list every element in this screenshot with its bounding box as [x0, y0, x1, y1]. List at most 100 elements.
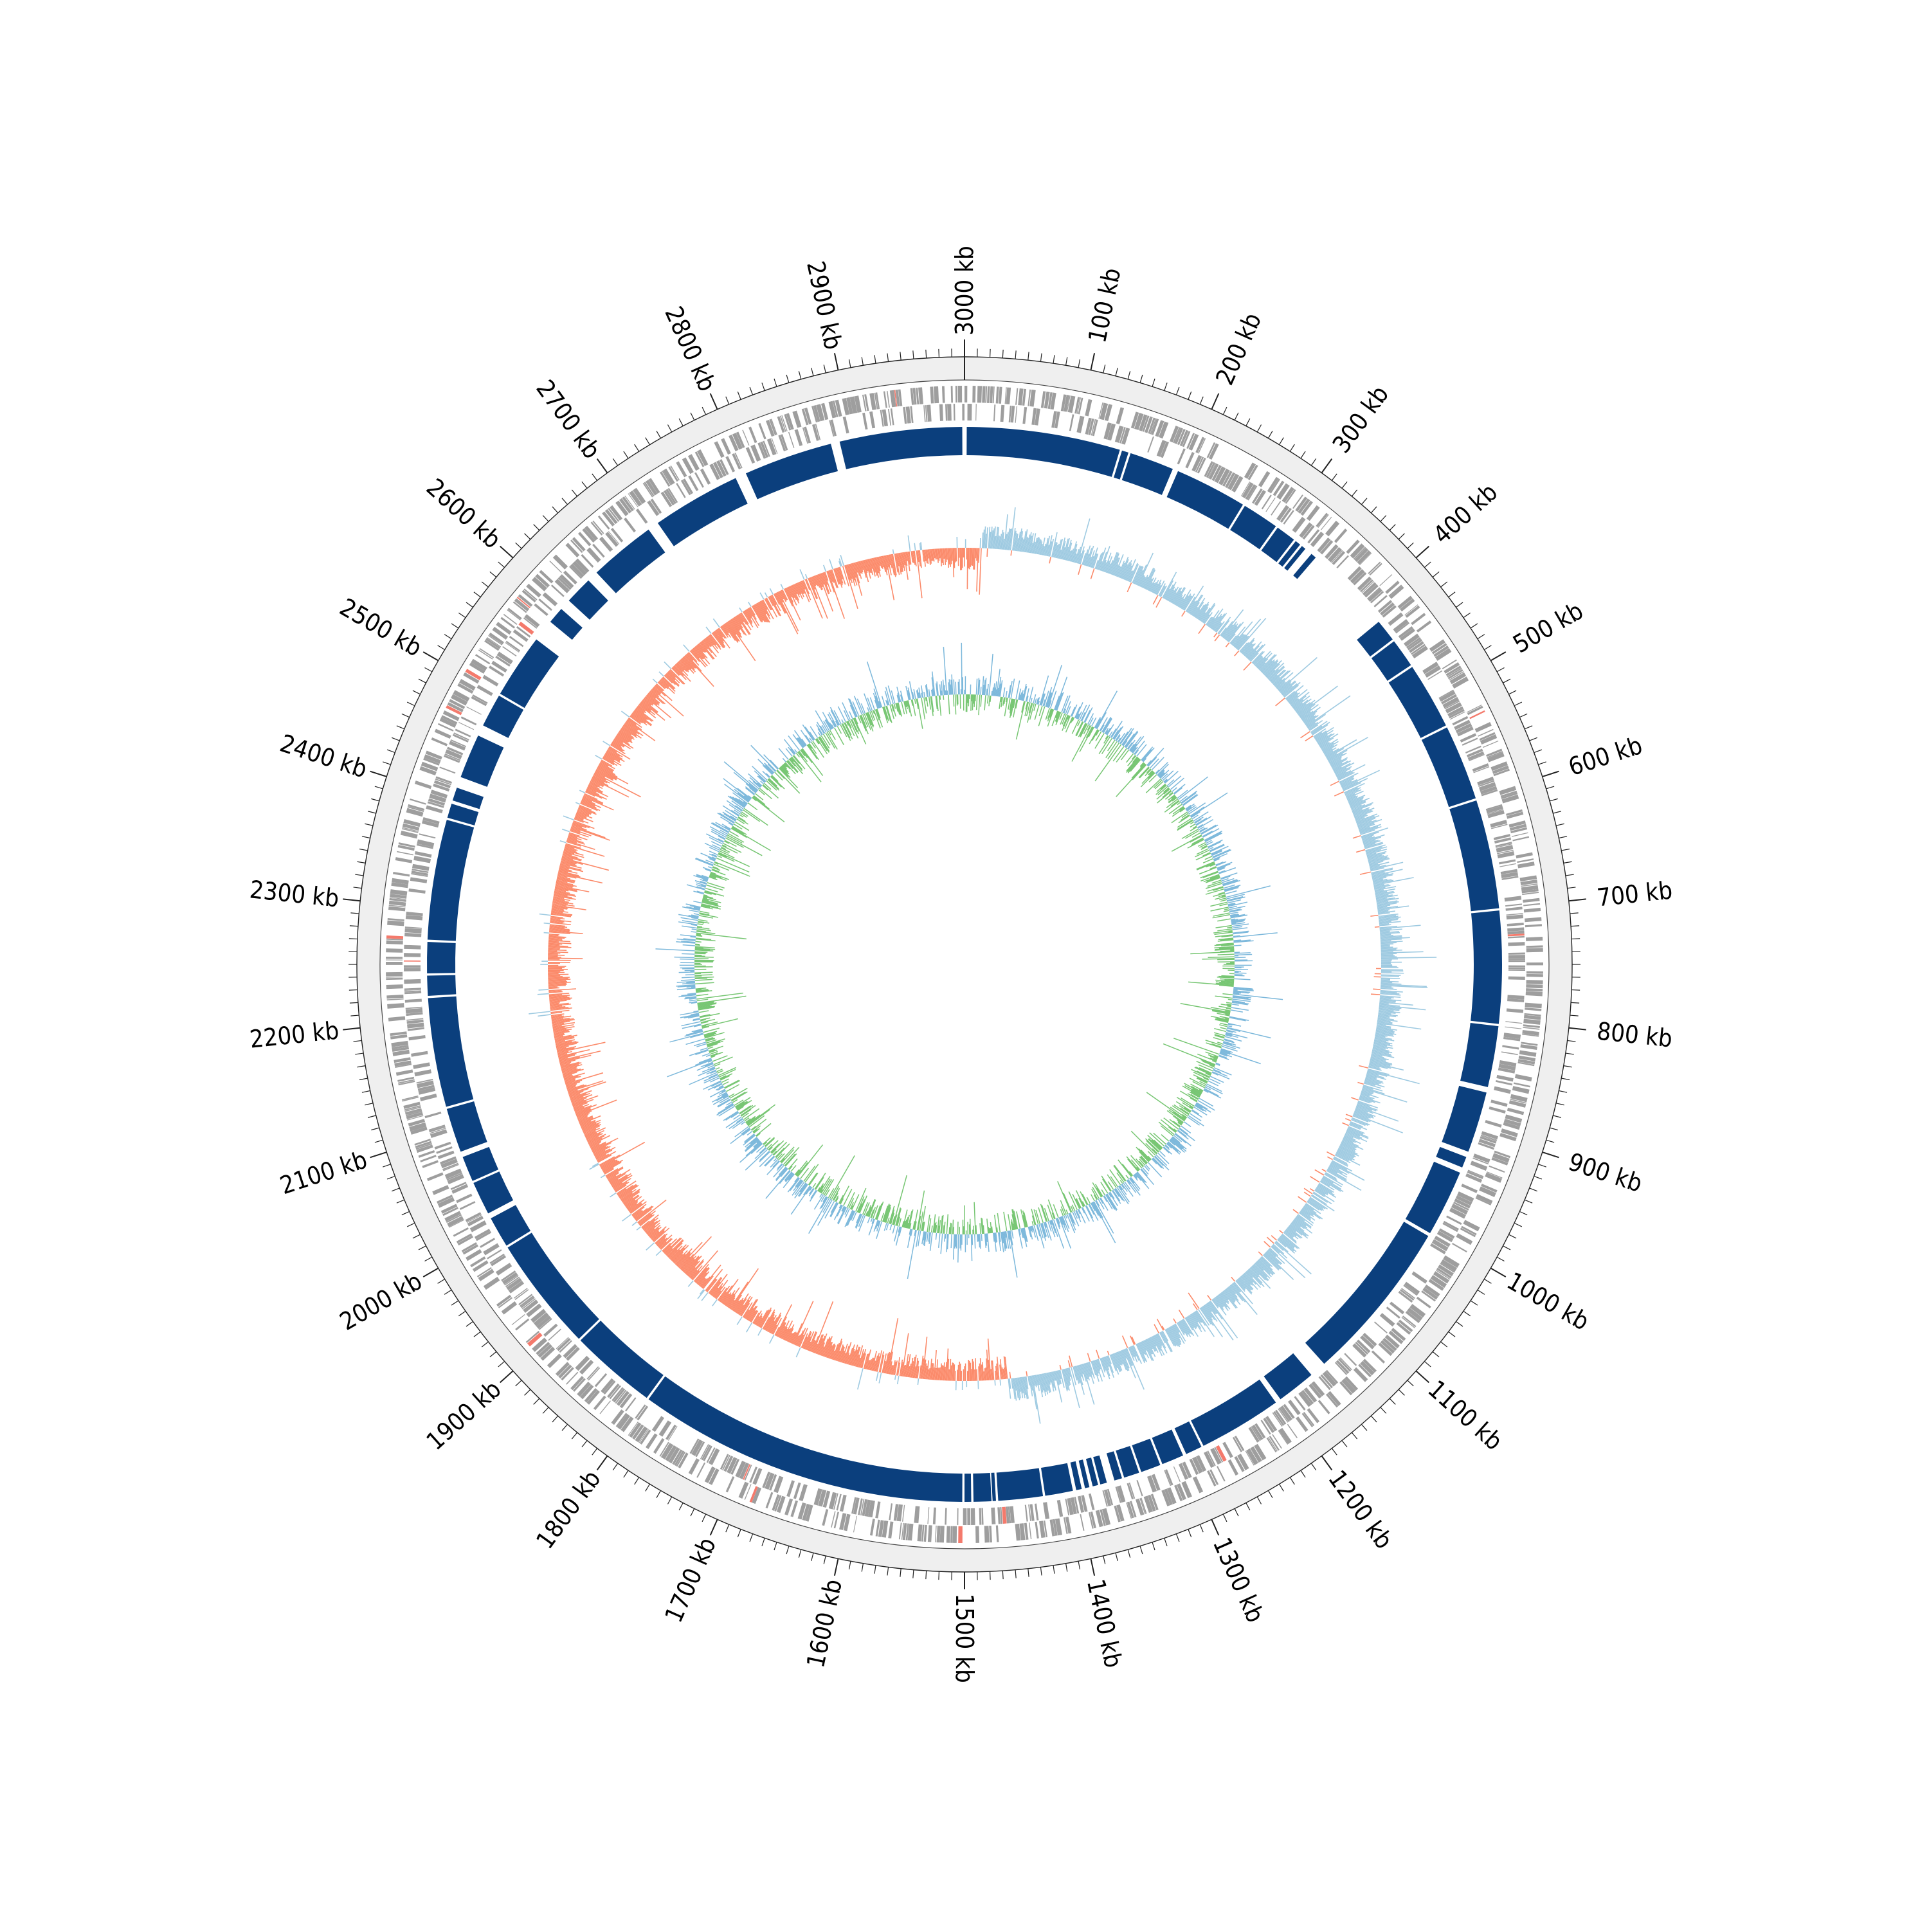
minor-tick — [474, 592, 480, 597]
gene-feature — [422, 1160, 439, 1168]
minor-tick — [613, 1463, 617, 1470]
gene-feature — [1523, 903, 1540, 907]
minor-tick — [1002, 350, 1003, 358]
gc-skew-negative — [1276, 698, 1285, 706]
minor-tick — [1332, 1449, 1337, 1455]
minor-tick — [1332, 474, 1337, 480]
minor-tick — [1564, 862, 1572, 863]
gc-skew-positive — [920, 543, 921, 550]
gc-skew-positive — [760, 593, 764, 599]
minor-tick — [1235, 413, 1238, 420]
gc-content-above — [1006, 691, 1007, 698]
gene-feature — [1525, 924, 1542, 927]
gc-skew-negative — [953, 1363, 954, 1381]
gc-content-above — [1229, 906, 1237, 908]
gene-feature — [1508, 977, 1525, 980]
gene-feature — [386, 972, 403, 977]
gc-content-above — [988, 684, 989, 696]
minor-tick — [635, 444, 639, 451]
gene-feature — [888, 409, 891, 426]
minor-tick — [887, 1567, 889, 1576]
minor-tick — [1534, 750, 1542, 753]
gene-feature — [1177, 448, 1186, 464]
gene-feature — [945, 1508, 946, 1524]
gc-content-above — [1234, 945, 1242, 946]
gene-feature — [726, 1476, 735, 1492]
minor-tick — [516, 1380, 521, 1386]
gene-feature — [431, 737, 448, 746]
gc-skew-negative — [548, 977, 570, 978]
gene-feature — [1526, 937, 1543, 941]
gene-feature — [981, 1508, 983, 1525]
gc-skew-positive — [1380, 934, 1391, 935]
minor-tick — [1530, 737, 1537, 741]
gene-feature — [547, 1353, 562, 1368]
gene-feature — [1379, 574, 1392, 586]
gc-skew-negative — [1068, 1360, 1070, 1368]
tick-label: 1700 kb — [659, 1533, 721, 1627]
gene-feature — [387, 1003, 404, 1009]
block-segment — [500, 640, 559, 709]
gc-skew-positive — [646, 1243, 655, 1250]
gc-skew-negative — [1179, 1310, 1184, 1318]
gc-skew-negative — [954, 548, 955, 568]
gc-skew-negative — [1310, 1177, 1319, 1182]
tick-label: 1500 kb — [950, 1593, 979, 1683]
gene-feature — [1318, 514, 1328, 528]
gene-feature — [432, 1185, 449, 1195]
gc-skew-positive — [563, 816, 574, 820]
minor-tick — [397, 726, 404, 729]
gc-skew-positive — [1381, 947, 1393, 948]
gc-content-below — [971, 694, 972, 711]
minor-tick — [750, 1534, 753, 1542]
minor-tick — [1280, 1484, 1284, 1491]
gc-skew-negative — [991, 1369, 992, 1380]
gc-skew-positive — [1000, 1380, 1001, 1386]
gc-skew-positive — [806, 574, 808, 579]
gc-skew-negative — [1214, 633, 1217, 637]
gc-skew-positive — [737, 1317, 742, 1325]
major-tick — [1416, 546, 1429, 558]
gene-feature — [1507, 1108, 1524, 1115]
gc-content-below — [1058, 1181, 1071, 1213]
gc-skew-negative — [979, 548, 981, 595]
minor-tick — [1408, 543, 1413, 548]
minor-tick — [1571, 1002, 1579, 1003]
minor-tick — [1408, 1380, 1413, 1386]
minor-tick — [375, 786, 383, 789]
minor-tick — [362, 836, 370, 838]
minor-tick — [1200, 397, 1203, 404]
minor-tick — [552, 1416, 558, 1422]
gc-skew-positive — [858, 1368, 863, 1389]
minor-tick — [1484, 646, 1491, 650]
gc-skew-negative — [548, 974, 568, 975]
minor-tick — [862, 1564, 863, 1572]
gene-feature — [927, 405, 931, 422]
gene-feature — [404, 945, 421, 950]
minor-tick — [667, 1497, 671, 1504]
gc-content-below — [1173, 1038, 1219, 1054]
gene-feature — [1501, 1051, 1518, 1055]
minor-tick — [990, 349, 991, 357]
minor-tick — [1066, 1564, 1067, 1572]
minor-tick — [811, 1553, 813, 1561]
gc-skew-negative — [548, 949, 559, 950]
gc-content-below — [1213, 1038, 1224, 1041]
gene-feature — [456, 1194, 472, 1204]
gene-feature — [1485, 1173, 1502, 1183]
minor-tick — [1525, 1200, 1532, 1203]
major-tick — [1490, 652, 1505, 661]
gc-skew-negative — [951, 548, 952, 564]
gc-skew-positive — [824, 565, 826, 572]
minor-tick — [371, 799, 379, 801]
minor-tick — [365, 1103, 373, 1105]
gc-content-below — [1095, 734, 1104, 749]
block-segment — [991, 1473, 996, 1501]
gc-skew-negative — [1360, 872, 1371, 874]
gc-content-track — [655, 643, 1283, 1279]
gene-feature — [397, 851, 413, 856]
gc-skew-positive — [659, 672, 664, 676]
gc-skew-negative — [1356, 850, 1365, 853]
minor-tick — [762, 1538, 765, 1546]
minor-tick — [1399, 534, 1404, 539]
